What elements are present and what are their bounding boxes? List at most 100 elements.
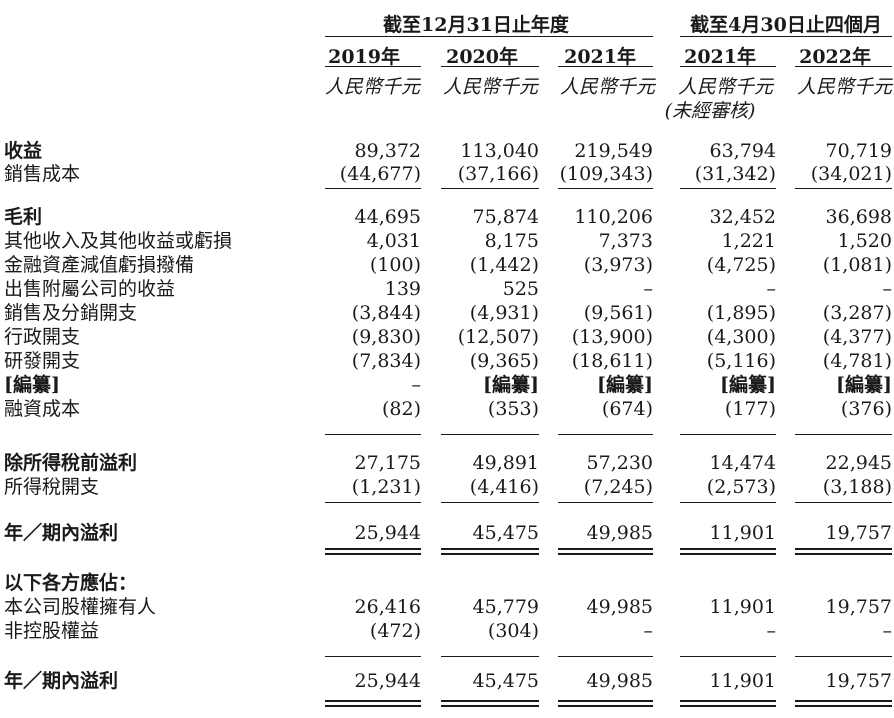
table-cell: (1,231) — [351, 476, 421, 498]
subtotal-rule — [795, 188, 892, 189]
table-cell: (2,573) — [706, 476, 776, 498]
unaudited-note: (未經審核) — [664, 100, 756, 122]
table-cell: (9,830) — [351, 326, 421, 348]
row-label: 非控股權益 — [4, 620, 100, 642]
table-cell: (3,844) — [351, 302, 421, 324]
table-cell: (4,781) — [822, 350, 892, 372]
table-cell: 19,757 — [825, 670, 892, 692]
table-cell: (4,416) — [469, 476, 539, 498]
table-cell: (9,365) — [469, 350, 539, 372]
group-underline-2 — [680, 36, 892, 37]
table-cell: 7,373 — [598, 230, 653, 252]
total-double-rule — [441, 700, 539, 707]
row-label: 除所得稅前溢利 — [4, 452, 138, 474]
year-underline-2020 — [441, 66, 539, 67]
table-cell: 27,175 — [354, 452, 421, 474]
row-label: 毛利 — [4, 206, 43, 228]
table-cell: [編纂] — [836, 374, 892, 396]
table-cell: [編纂] — [597, 374, 653, 396]
subtotal-rule — [441, 656, 539, 657]
table-cell: – — [766, 278, 777, 300]
table-cell: 19,757 — [825, 596, 892, 618]
total-double-rule — [680, 700, 776, 707]
row-label: 融資成本 — [4, 398, 81, 420]
table-cell: 1,221 — [721, 230, 776, 252]
table-cell: 26,416 — [354, 596, 421, 618]
row-label: 銷售及分銷開支 — [4, 302, 138, 324]
year-underline-2022-period — [795, 66, 892, 67]
year-2022-period: 2022年 — [799, 46, 871, 68]
year-underline-2019 — [325, 66, 421, 67]
table-cell: 49,985 — [586, 596, 653, 618]
table-cell: 19,757 — [825, 522, 892, 544]
subtotal-rule — [325, 188, 421, 189]
subtotal-rule — [558, 434, 653, 435]
table-cell: 11,901 — [709, 522, 776, 544]
year-2021-period: 2021年 — [684, 46, 756, 68]
table-cell: (9,561) — [583, 302, 653, 324]
table-cell: [編纂] — [483, 374, 539, 396]
unit-2021: 人民幣千元 — [559, 76, 655, 98]
table-cell: (3,188) — [822, 476, 892, 498]
table-cell: (674) — [601, 398, 653, 420]
table-cell: (4,377) — [822, 326, 892, 348]
row-label: 所得稅開支 — [4, 476, 100, 498]
table-cell: (82) — [381, 398, 421, 420]
table-cell: (4,725) — [706, 254, 776, 276]
subtotal-rule — [325, 502, 421, 503]
row-label: 以下各方應佔： — [4, 572, 138, 594]
total-double-rule — [558, 548, 653, 555]
table-cell: 22,945 — [825, 452, 892, 474]
table-cell: 49,985 — [586, 670, 653, 692]
table-cell: 11,901 — [709, 670, 776, 692]
row-label: [編纂] — [4, 374, 60, 396]
row-label: 金融資產減值虧損撥備 — [4, 254, 195, 276]
table-cell: (13,900) — [571, 326, 653, 348]
table-cell: (7,834) — [351, 350, 421, 372]
row-label: 其他收入及其他收益或虧損 — [4, 230, 233, 252]
table-cell: – — [882, 620, 893, 642]
total-double-rule — [325, 548, 421, 555]
table-cell: (353) — [487, 398, 539, 420]
table-cell: 36,698 — [825, 206, 892, 228]
unit-2020: 人民幣千元 — [442, 76, 538, 98]
table-cell: 32,452 — [709, 206, 776, 228]
row-label: 銷售成本 — [4, 163, 81, 185]
subtotal-rule — [795, 502, 892, 503]
subtotal-rule — [441, 502, 539, 503]
table-cell: – — [643, 278, 654, 300]
table-cell: [編纂] — [720, 374, 776, 396]
table-cell: (4,300) — [706, 326, 776, 348]
year-2021: 2021年 — [564, 46, 636, 68]
total-double-rule — [558, 700, 653, 707]
group-header-year-ended: 截至12月31日止年度 — [383, 14, 569, 36]
table-cell: 25,944 — [354, 522, 421, 544]
unit-2019: 人民幣千元 — [324, 76, 420, 98]
year-2020: 2020年 — [446, 46, 518, 68]
row-label: 收益 — [4, 140, 43, 162]
unit-2022-period: 人民幣千元 — [796, 76, 892, 98]
table-cell: (109,343) — [559, 163, 653, 185]
row-label: 出售附屬公司的收益 — [4, 278, 176, 300]
row-label: 年／期內溢利 — [4, 522, 119, 544]
table-cell: 139 — [384, 278, 421, 300]
table-cell: 45,475 — [472, 670, 539, 692]
table-cell: 525 — [502, 278, 539, 300]
table-cell: (31,342) — [694, 163, 776, 185]
total-double-rule — [325, 700, 421, 707]
table-cell: 14,474 — [709, 452, 776, 474]
table-cell: 1,520 — [837, 230, 892, 252]
table-cell: (18,611) — [571, 350, 653, 372]
table-cell: (1,442) — [469, 254, 539, 276]
table-cell: (304) — [487, 620, 539, 642]
table-cell: 45,779 — [472, 596, 539, 618]
table-cell: (34,021) — [810, 163, 892, 185]
subtotal-rule — [680, 502, 776, 503]
table-cell: (1,895) — [706, 302, 776, 324]
table-cell: (1,081) — [822, 254, 892, 276]
table-cell: 89,372 — [354, 140, 421, 162]
table-cell: (4,931) — [469, 302, 539, 324]
table-cell: 75,874 — [472, 206, 539, 228]
group-underline-1 — [325, 36, 653, 37]
subtotal-rule — [680, 434, 776, 435]
